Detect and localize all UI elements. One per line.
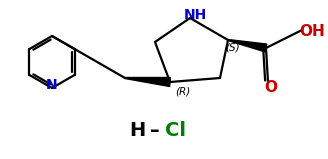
Text: (S): (S) <box>226 42 240 52</box>
Text: –: – <box>150 121 160 139</box>
Text: N: N <box>46 78 58 92</box>
Text: H: H <box>129 121 145 139</box>
Text: NH: NH <box>183 8 207 22</box>
Text: Cl: Cl <box>165 121 186 139</box>
Polygon shape <box>228 39 267 52</box>
Text: (R): (R) <box>175 86 191 96</box>
Text: O: O <box>264 80 277 94</box>
Polygon shape <box>125 77 171 86</box>
Text: OH: OH <box>299 24 325 38</box>
